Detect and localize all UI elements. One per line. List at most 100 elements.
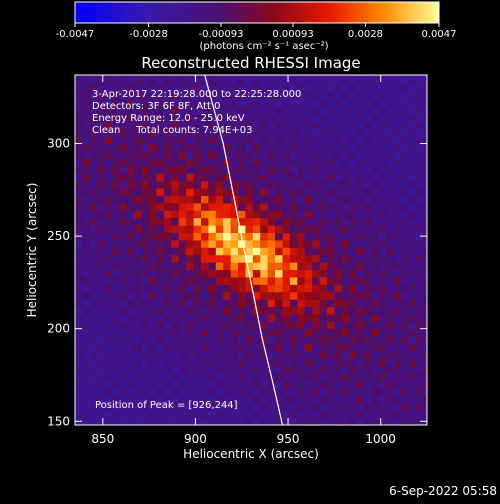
heatmap-cell: [378, 387, 387, 396]
heatmap-cell: [245, 343, 254, 352]
heatmap-cell: [163, 395, 172, 404]
heatmap-cell: [415, 410, 424, 419]
heatmap-cell: [267, 232, 276, 241]
heatmap-cell: [186, 262, 195, 271]
heatmap-cell: [356, 210, 365, 219]
heatmap-cell: [200, 180, 209, 189]
heatmap-cell: [245, 387, 254, 396]
heatmap-cell: [349, 128, 358, 137]
heatmap-cell: [297, 373, 306, 382]
heatmap-cell: [119, 232, 128, 241]
heatmap-cell: [401, 165, 410, 174]
heatmap-cell: [134, 180, 143, 189]
heatmap-cell: [112, 99, 121, 108]
heatmap-cell: [378, 202, 387, 211]
heatmap-cell: [289, 373, 298, 382]
heatmap-cell: [356, 380, 365, 389]
heatmap-cell: [371, 239, 380, 248]
heatmap-cell: [156, 143, 165, 152]
heatmap-cell: [297, 121, 306, 130]
heatmap-cell: [378, 269, 387, 278]
heatmap-cell: [82, 365, 91, 374]
heatmap-cell: [326, 269, 335, 278]
heatmap-cell: [171, 180, 180, 189]
heatmap-cell: [393, 417, 402, 425]
heatmap-cell: [82, 321, 91, 330]
heatmap-cell: [252, 417, 261, 425]
heatmap-cell: [252, 291, 261, 300]
heatmap-cell: [156, 91, 165, 100]
heatmap-cell: [371, 254, 380, 263]
heatmap-cell: [126, 75, 135, 78]
heatmap-cell: [393, 350, 402, 359]
heatmap-cell: [349, 299, 358, 308]
heatmap-cell: [186, 417, 195, 425]
heatmap-cell: [415, 254, 424, 263]
heatmap-cell: [112, 232, 121, 241]
heatmap-cell: [238, 276, 247, 285]
heatmap-cell: [230, 128, 239, 137]
heatmap-cell: [289, 165, 298, 174]
heatmap-cell: [223, 380, 232, 389]
heatmap-cell: [423, 328, 427, 337]
heatmap-cell: [97, 306, 106, 315]
heatmap-cell: [378, 306, 387, 315]
heatmap-cell: [149, 417, 158, 425]
heatmap-cell: [401, 84, 410, 93]
heatmap-cell: [260, 365, 269, 374]
heatmap-cell: [215, 225, 224, 234]
heatmap-cell: [378, 343, 387, 352]
heatmap-cell: [260, 121, 269, 130]
heatmap-cell: [104, 299, 113, 308]
heatmap-cell: [304, 202, 313, 211]
heatmap-cell: [341, 299, 350, 308]
heatmap-cell: [89, 165, 98, 174]
heatmap-cell: [104, 262, 113, 271]
heatmap-cell: [378, 165, 387, 174]
heatmap-cell: [319, 321, 328, 330]
heatmap-cell: [356, 91, 365, 100]
heatmap-cell: [364, 291, 373, 300]
heatmap-cell: [200, 358, 209, 367]
heatmap-cell: [393, 395, 402, 404]
heatmap-cell: [230, 232, 239, 241]
heatmap-cell: [297, 410, 306, 419]
heatmap-cell: [126, 239, 135, 248]
heatmap-cell: [297, 269, 306, 278]
heatmap-cell: [326, 365, 335, 374]
heatmap-cell: [289, 173, 298, 182]
heatmap-cell: [141, 75, 150, 78]
heatmap-cell: [223, 150, 232, 159]
heatmap-cell: [356, 76, 365, 85]
heatmap-cell: [334, 158, 343, 167]
heatmap-cell: [297, 276, 306, 285]
heatmap-cell: [126, 84, 135, 93]
heatmap-cell: [260, 225, 269, 234]
heatmap-cell: [82, 76, 91, 85]
colorbar-tick-label: -0.0028: [129, 29, 168, 40]
heatmap-cell: [75, 143, 84, 152]
heatmap-cell: [401, 358, 410, 367]
heatmap-cell: [297, 202, 306, 211]
heatmap-cell: [97, 402, 106, 411]
heatmap-cell: [215, 158, 224, 167]
heatmap-cell: [260, 75, 269, 78]
heatmap-cell: [364, 180, 373, 189]
heatmap-cell: [112, 91, 121, 100]
heatmap-cell: [356, 106, 365, 115]
heatmap-cell: [282, 106, 291, 115]
heatmap-cell: [82, 121, 91, 130]
heatmap-cell: [245, 195, 254, 204]
heatmap-cell: [134, 350, 143, 359]
heatmap-cell: [75, 136, 84, 145]
heatmap-cell: [415, 284, 424, 293]
heatmap-cell: [119, 150, 128, 159]
heatmap-cell: [112, 350, 121, 359]
heatmap-cell: [119, 239, 128, 248]
heatmap-cell: [141, 299, 150, 308]
heatmap-cell: [371, 113, 380, 122]
heatmap-cell: [364, 210, 373, 219]
heatmap-cell: [97, 321, 106, 330]
heatmap-cell: [186, 395, 195, 404]
heatmap-cell: [134, 121, 143, 130]
